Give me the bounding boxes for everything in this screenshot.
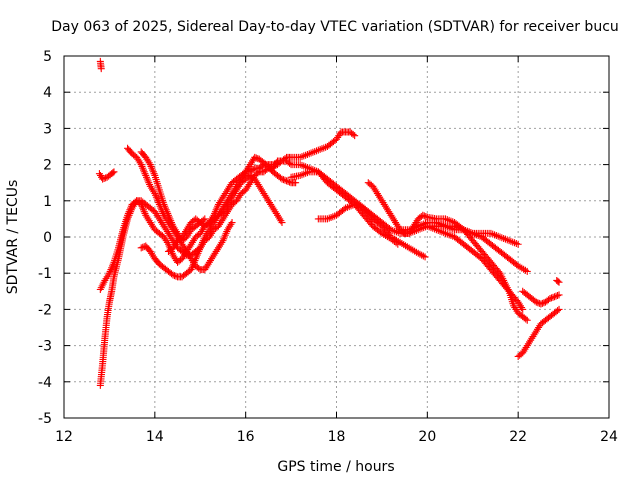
y-tick-label: 2: [43, 158, 52, 174]
data-point-marker: [251, 153, 259, 161]
data-point-marker: [554, 277, 562, 285]
series-track-k: [364, 179, 531, 324]
data-point-marker: [201, 215, 209, 223]
data-point-marker: [420, 212, 428, 220]
data-point-marker: [278, 219, 286, 227]
y-tick-labels: 5 4 3 2 1 0 -1 -2 -3 -4 -5: [38, 49, 52, 427]
series-track-b: [96, 128, 359, 389]
data-point-marker: [278, 175, 286, 183]
series-track-e: [124, 144, 236, 274]
data-point-marker: [523, 267, 531, 275]
data-point-marker: [532, 298, 540, 306]
chart-title: Day 063 of 2025, Sidereal Day-to-day VTE…: [51, 19, 619, 35]
data-point-marker: [554, 292, 562, 300]
x-axis-label: GPS time / hours: [277, 459, 394, 475]
data-point-marker: [252, 154, 260, 162]
data-point-marker: [284, 177, 292, 185]
data-point-marker: [555, 291, 563, 299]
data-point-marker: [538, 299, 546, 307]
data-point-marker: [286, 159, 294, 167]
data-point-marker: [419, 211, 427, 219]
series-track-d: [95, 168, 118, 183]
data-point-marker: [169, 271, 177, 279]
x-tick-label: 12: [55, 429, 73, 445]
data-point-marker: [540, 299, 548, 307]
data-points: [95, 57, 563, 389]
data-point-marker: [523, 316, 531, 324]
data-point-marker: [537, 300, 545, 308]
data-point-marker: [240, 169, 248, 177]
data-point-marker: [555, 278, 563, 286]
data-point-marker: [276, 158, 284, 166]
data-point-marker: [280, 176, 288, 184]
data-point-marker: [534, 299, 542, 307]
x-tick-label: 22: [509, 429, 527, 445]
x-tick-label: 14: [146, 429, 164, 445]
x-tick-label: 20: [418, 429, 436, 445]
data-point-marker: [286, 178, 294, 186]
data-point-marker: [392, 239, 400, 247]
y-tick-label: 4: [43, 85, 52, 101]
y-tick-label: -2: [38, 302, 52, 318]
x-tick-labels: 12 14 16 18 20 22 24: [55, 429, 618, 445]
series-track-a: [96, 57, 105, 73]
data-point-marker: [228, 219, 236, 227]
y-tick-label: 1: [43, 194, 52, 210]
x-tick-label: 16: [237, 429, 255, 445]
data-point-marker: [172, 272, 180, 280]
data-point-marker: [349, 130, 357, 138]
data-point-marker: [514, 240, 522, 248]
data-point-marker: [249, 165, 257, 173]
data-point-marker: [100, 174, 108, 182]
grid-lines: [64, 56, 609, 418]
y-axis-label: SDTVAR / TECUs: [5, 180, 21, 295]
data-point-marker: [283, 177, 291, 185]
series-track-h: [164, 157, 522, 255]
data-point-marker: [171, 272, 179, 280]
data-point-marker: [99, 175, 107, 183]
y-tick-label: 3: [43, 121, 52, 137]
data-point-marker: [552, 292, 560, 300]
data-point-marker: [195, 264, 203, 272]
series-track-o: [519, 287, 563, 308]
y-tick-label: -5: [38, 411, 52, 427]
data-point-marker: [422, 212, 430, 220]
data-point-marker: [421, 253, 429, 261]
data-point-marker: [394, 240, 402, 248]
y-tick-label: 0: [43, 230, 52, 246]
data-point-marker: [547, 294, 555, 302]
data-point-marker: [546, 295, 554, 303]
data-point-marker: [110, 168, 118, 176]
data-point-marker: [519, 305, 527, 313]
series-track-j: [314, 200, 402, 248]
y-tick-label: -1: [38, 266, 52, 282]
data-point-marker: [292, 179, 300, 187]
y-tick-label: -4: [38, 375, 52, 391]
data-point-marker: [258, 162, 266, 170]
axis-ticks: [63, 55, 610, 419]
series-track-i: [287, 168, 429, 261]
data-point-marker: [555, 305, 563, 313]
data-point-marker: [551, 293, 558, 301]
series-track-m: [423, 222, 527, 313]
data-point-marker: [554, 307, 562, 315]
series-track-f: [137, 148, 209, 245]
data-point-marker: [109, 169, 117, 177]
data-point-marker: [281, 176, 289, 184]
series-track-p: [553, 276, 563, 286]
x-tick-label: 18: [328, 429, 346, 445]
y-tick-label: -3: [38, 339, 52, 355]
x-tick-label: 24: [600, 429, 618, 445]
data-point-marker: [97, 65, 105, 73]
data-point-marker: [522, 315, 530, 323]
data-point-marker: [419, 252, 427, 260]
series-track-n: [514, 305, 563, 360]
data-point-marker: [549, 293, 557, 301]
y-tick-label: 5: [43, 49, 52, 65]
data-point-marker: [351, 132, 359, 140]
